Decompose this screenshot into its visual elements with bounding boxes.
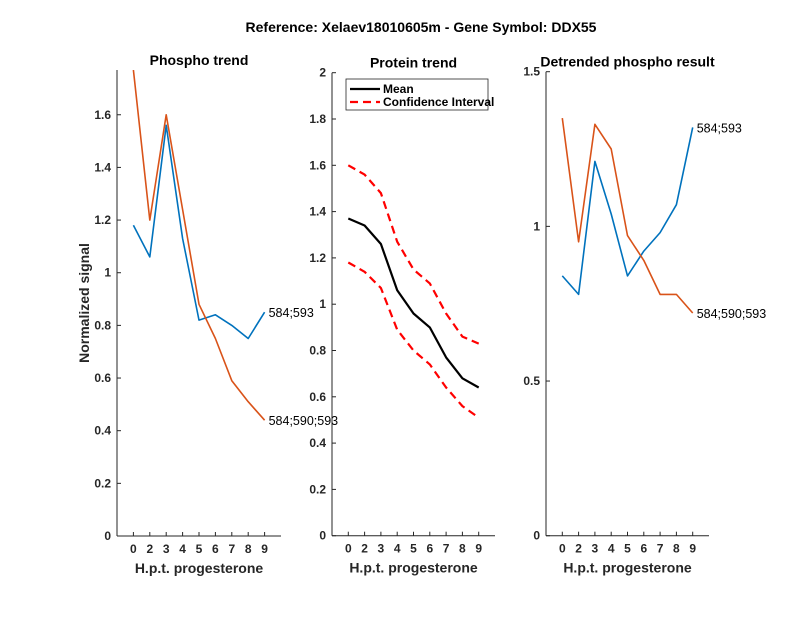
legend-box [345, 78, 489, 111]
x-tick-label: 9 [261, 542, 268, 556]
series-line-confidence-interval [347, 261, 480, 419]
y-tick-label: 0 [533, 529, 540, 543]
series-end-label: 584;590;593 [269, 414, 339, 428]
y-tick-label: 1.4 [309, 205, 326, 219]
x-tick-label: 4 [608, 542, 615, 556]
y-tick-label: 0.4 [309, 436, 326, 450]
x-axis-label: H.p.t. progesterone [349, 560, 478, 576]
x-tick-label: 8 [673, 542, 680, 556]
axes-title: Detrended phospho result [540, 54, 715, 70]
x-tick-label: 3 [163, 542, 170, 556]
x-tick-label: 5 [410, 542, 417, 556]
y-tick-label: 0.6 [309, 390, 326, 404]
y-tick-label: 1.2 [309, 251, 326, 265]
x-tick-label: 0 [559, 542, 566, 556]
y-tick-label: 1.6 [309, 158, 326, 172]
series-end-label: 584;593 [269, 306, 314, 320]
x-tick-label: 7 [657, 542, 664, 556]
y-tick-label: 1.5 [523, 65, 540, 79]
y-tick-label: 0 [319, 529, 326, 543]
y-tick-label: 1 [319, 297, 326, 311]
legend-label-ci: Confidence Interval [383, 95, 494, 109]
axes-title: Protein trend [370, 55, 457, 71]
x-tick-label: 6 [640, 542, 647, 556]
x-tick-label: 4 [179, 542, 186, 556]
y-tick-label: 0.6 [94, 371, 111, 385]
x-tick-label: 0 [130, 542, 137, 556]
y-tick-label: 0.8 [94, 318, 111, 332]
x-tick-label: 9 [475, 542, 482, 556]
x-tick-label: 7 [228, 542, 235, 556]
axes-title: Phospho trend [150, 52, 249, 68]
y-tick-label: 1.8 [309, 112, 326, 126]
y-tick-label: 0.8 [309, 344, 326, 358]
y-tick-label: 1.2 [94, 213, 111, 227]
x-tick-label: 2 [361, 542, 368, 556]
y-tick-label: 0.2 [94, 476, 111, 490]
axes-panel-1: 00.20.40.60.811.21.41.60 2 3 4 5 6 7 8 9Phospho … [76, 52, 338, 576]
x-tick-label: 8 [245, 542, 252, 556]
series-end-label: 584;593 [697, 121, 742, 135]
series-line-confidence-interval [347, 164, 480, 345]
x-tick-label: 2 [146, 542, 153, 556]
x-tick-label: 2 [575, 542, 582, 556]
x-tick-label: 9 [689, 542, 696, 556]
x-tick-label: 3 [378, 542, 385, 556]
y-tick-label: 0.4 [94, 424, 111, 438]
x-axis-label: H.p.t. progesterone [135, 560, 264, 576]
x-tick-label: 7 [443, 542, 450, 556]
y-axis-label: Normalized signal [76, 243, 92, 363]
x-tick-label: 8 [459, 542, 466, 556]
axes-panel-2: 00.20.40.60.811.21.41.61.820 2 3 4 5 6 7 8 9Prot… [309, 55, 495, 576]
series-end-label: 584;590;593 [697, 307, 767, 321]
legend-label-mean: Mean [383, 82, 414, 96]
y-tick-label: 1.4 [94, 160, 111, 174]
panels: 00.20.40.60.811.21.41.60 2 3 4 5 6 7 8 9Phospho … [76, 52, 766, 576]
y-tick-label: 2 [319, 66, 326, 80]
y-tick-label: 0.5 [523, 374, 540, 388]
y-tick-label: 1 [533, 219, 540, 233]
x-tick-label: 4 [394, 542, 401, 556]
y-tick-label: 1 [104, 266, 111, 280]
x-tick-label: 5 [196, 542, 203, 556]
y-tick-label: 1.6 [94, 108, 111, 122]
x-tick-label: 6 [212, 542, 219, 556]
x-tick-label: 5 [624, 542, 631, 556]
x-tick-label: 6 [426, 542, 433, 556]
y-tick-label: 0 [104, 529, 111, 543]
y-tick-label: 0.2 [309, 482, 326, 496]
x-tick-label: 0 [345, 542, 352, 556]
figure-suptitle: Reference: Xelaev18010605m - Gene Symbol… [246, 19, 597, 35]
x-tick-label: 3 [592, 542, 599, 556]
x-axis-label: H.p.t. progesterone [563, 560, 692, 576]
